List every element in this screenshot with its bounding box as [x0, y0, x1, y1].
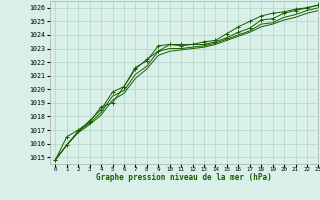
- X-axis label: Graphe pression niveau de la mer (hPa): Graphe pression niveau de la mer (hPa): [96, 173, 272, 182]
